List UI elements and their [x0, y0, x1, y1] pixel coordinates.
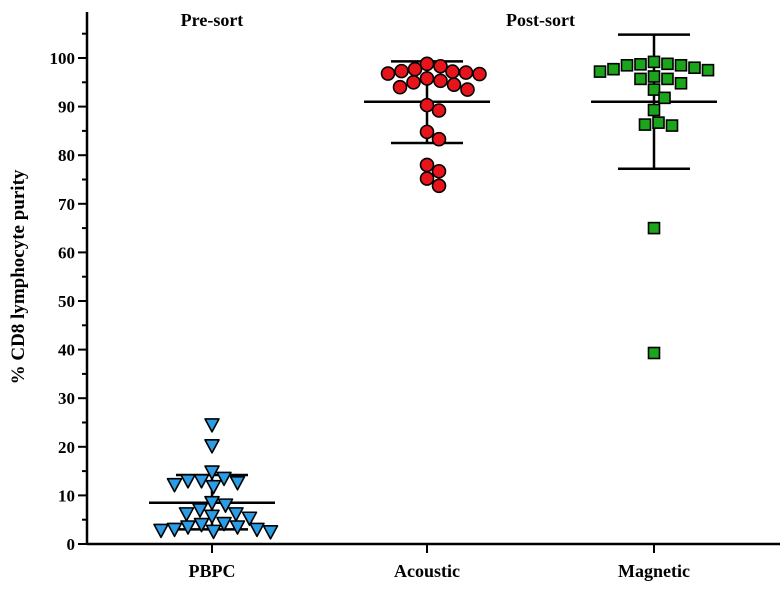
group-label: Post-sort — [506, 10, 575, 30]
pbpc-point — [180, 520, 196, 535]
y-axis: 0 10 20 30 40 50 60 70 80 90 100 — [50, 12, 89, 554]
pbpc-point — [229, 475, 246, 491]
magnetic-point — [661, 72, 674, 86]
magnetic-point — [620, 58, 634, 72]
y-tick-label: 80 — [58, 146, 75, 165]
pbpc-point — [249, 522, 265, 538]
magnetic-point — [665, 119, 679, 132]
pbpc-point — [216, 471, 232, 487]
acoustic-point — [446, 77, 462, 93]
acoustic-point — [419, 124, 435, 140]
acoustic-point — [433, 58, 448, 74]
magnetic-point — [674, 76, 688, 90]
pbpc-point — [205, 479, 222, 495]
y-axis-title: % CD8 lymphocyte purity — [8, 169, 29, 384]
pbpc-point — [241, 511, 258, 527]
y-tick-label: 30 — [58, 389, 75, 408]
acoustic-point — [419, 56, 435, 72]
pbpc-point — [204, 465, 220, 480]
pbpc-point — [228, 507, 244, 522]
magnetic-point — [652, 116, 665, 129]
magnetic-point — [647, 55, 661, 69]
magnetic-point — [647, 103, 661, 117]
acoustic-point — [419, 71, 435, 86]
magnetic-point — [634, 72, 647, 86]
acoustic-point — [394, 63, 409, 79]
y-tick-label: 40 — [58, 341, 75, 360]
y-tick-label: 100 — [50, 49, 76, 68]
magnetic-point — [647, 83, 661, 96]
x-category-label: Magnetic — [618, 561, 690, 581]
magnetic-point — [674, 58, 688, 72]
pbpc-point — [180, 474, 196, 489]
x-category-label: PBPC — [189, 561, 236, 581]
acoustic-point — [431, 103, 447, 118]
acoustic-point — [431, 163, 447, 179]
magnetic-point — [634, 58, 647, 71]
pbpc-point — [166, 477, 183, 493]
x-axis: PBPC Acoustic Magnetic — [87, 542, 780, 581]
magnetic-point — [661, 57, 674, 71]
acoustic-point — [380, 66, 396, 81]
acoustic-point — [431, 131, 447, 147]
magnetic-point — [607, 62, 620, 76]
pbpc-point — [193, 517, 210, 533]
acoustic-point — [392, 79, 408, 95]
pbpc-point — [229, 520, 246, 535]
acoustic-point — [472, 66, 487, 82]
acoustic-point — [419, 171, 435, 186]
pbpc-point — [153, 523, 169, 539]
acoustic-point — [458, 65, 474, 80]
y-tick-label: 90 — [58, 98, 75, 117]
magnetic-point — [658, 91, 671, 105]
acoustic-point — [419, 157, 435, 173]
group-labels: Pre-sort Post-sort — [181, 10, 575, 30]
magnetic-point — [701, 63, 715, 77]
x-category-label: Acoustic — [394, 561, 460, 581]
acoustic-point — [406, 75, 421, 90]
group-label: Pre-sort — [181, 10, 244, 30]
magnetic-point — [647, 346, 661, 360]
acoustic-point — [419, 97, 435, 113]
y-tick-label: 50 — [58, 292, 75, 311]
pbpc-point — [178, 507, 195, 522]
pbpc-point — [205, 524, 222, 540]
magnetic-point — [647, 70, 661, 83]
pbpc-point — [204, 418, 220, 433]
pbpc-point — [193, 474, 210, 489]
y-tick-label: 70 — [58, 195, 75, 214]
pbpc-point — [216, 516, 232, 532]
acoustic-point — [433, 73, 448, 89]
pbpc-point — [204, 509, 220, 525]
acoustic-point — [431, 178, 447, 194]
y-tick-label: 10 — [58, 486, 75, 505]
pbpc-point — [192, 503, 208, 518]
acoustic-point — [445, 64, 460, 79]
acoustic-point — [460, 82, 475, 97]
magnetic-point — [593, 65, 607, 78]
pbpc-point — [217, 498, 234, 513]
magnetic-point — [638, 118, 652, 131]
acoustic-point — [407, 61, 423, 77]
pbpc-point — [262, 525, 279, 540]
y-tick-label: 0 — [67, 535, 76, 554]
y-tick-label: 60 — [58, 243, 75, 262]
pbpc-point — [204, 495, 220, 511]
pbpc-point — [166, 522, 183, 538]
data-points — [153, 55, 715, 540]
magnetic-point — [688, 61, 701, 75]
magnetic-point — [647, 221, 661, 235]
pbpc-point — [204, 439, 220, 454]
y-tick-label: 20 — [58, 438, 75, 457]
